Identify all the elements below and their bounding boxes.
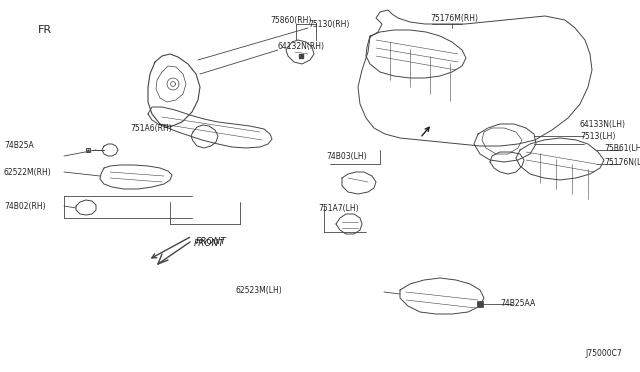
Text: 74B25AA: 74B25AA: [500, 299, 535, 308]
Text: 64132N(RH): 64132N(RH): [278, 42, 325, 51]
Text: 751A7(LH): 751A7(LH): [318, 203, 358, 212]
Text: 75860(RH): 75860(RH): [270, 16, 312, 25]
Text: 7513(LH): 7513(LH): [580, 131, 616, 141]
Text: 62522M(RH): 62522M(RH): [4, 167, 52, 176]
Text: FR: FR: [38, 25, 52, 35]
Text: 74B02(RH): 74B02(RH): [4, 202, 45, 211]
Text: 751A6(RH): 751A6(RH): [130, 124, 172, 132]
Text: FRONT: FRONT: [196, 237, 227, 247]
Text: J75000C7: J75000C7: [585, 350, 621, 359]
Text: 75B61(LH): 75B61(LH): [604, 144, 640, 153]
Text: 75130(RH): 75130(RH): [308, 19, 349, 29]
Text: 74B03(LH): 74B03(LH): [326, 151, 367, 160]
Text: 75176N(LH): 75176N(LH): [604, 157, 640, 167]
Text: 75176M(RH): 75176M(RH): [430, 13, 478, 22]
Text: 62523M(LH): 62523M(LH): [236, 285, 283, 295]
Text: FRONT: FRONT: [194, 240, 225, 248]
Text: 64133N(LH): 64133N(LH): [580, 119, 626, 128]
Text: 74B25A: 74B25A: [4, 141, 34, 151]
